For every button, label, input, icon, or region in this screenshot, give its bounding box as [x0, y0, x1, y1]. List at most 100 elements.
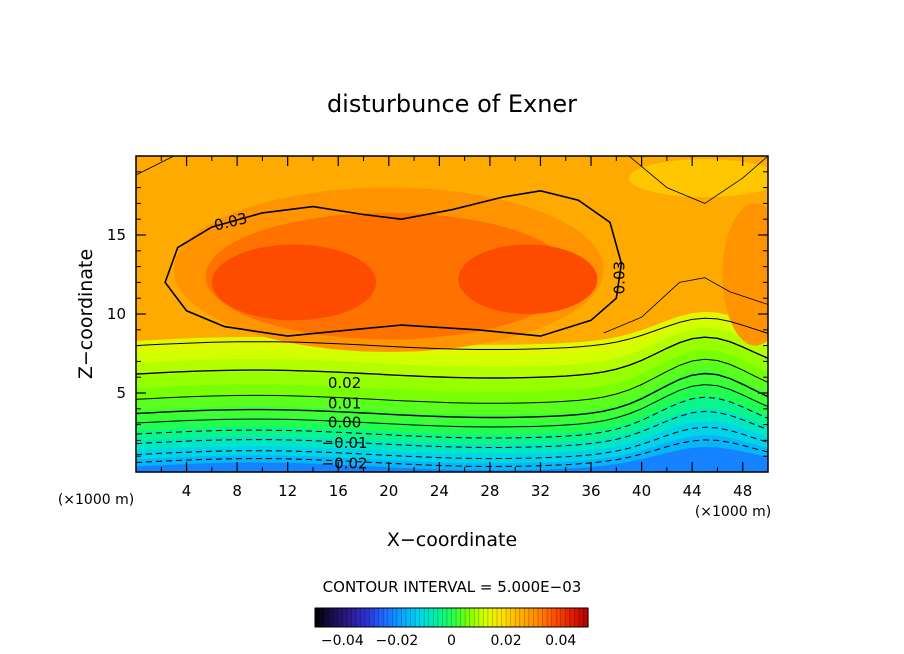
field-core — [628, 159, 768, 198]
contour-interval-note: CONTOUR INTERVAL = 5.000E−03 — [323, 578, 582, 596]
colorbar-cell — [483, 608, 489, 627]
colorbar-cell — [519, 608, 525, 627]
contour-line — [136, 156, 175, 176]
contour-labels: 0.030.030.020.010.00−0.01−0.02 — [212, 209, 628, 472]
colorbar-cell — [369, 608, 375, 627]
contour-label: 0.03 — [611, 261, 629, 294]
colorbar — [314, 608, 589, 627]
contour-line — [136, 439, 768, 468]
y-tick-label: 5 — [116, 384, 126, 402]
contour-line — [136, 358, 768, 404]
colorbar-cell — [560, 608, 566, 627]
colorbar-cell — [433, 608, 439, 627]
colorbar-cell — [383, 608, 389, 627]
colorbar-cell — [469, 608, 475, 627]
colorbar-cell — [460, 608, 466, 627]
x-tick-label: 4 — [182, 482, 192, 500]
colorbar-cell — [342, 608, 348, 627]
colorbar-cell — [465, 608, 471, 627]
colorbar-cell — [319, 608, 325, 627]
colorbar-cell — [442, 608, 448, 627]
x-tick-label: 8 — [232, 482, 242, 500]
x-tick-label: 40 — [632, 482, 651, 500]
colorbar-cell — [451, 608, 457, 627]
colorbar-tick-label: −0.04 — [321, 633, 364, 649]
field-core — [722, 203, 768, 346]
x-tick-label: 44 — [683, 482, 702, 500]
colorbar-cell — [351, 608, 357, 627]
x-axis-label: X−coordinate — [387, 529, 517, 551]
contour-label: −0.02 — [322, 455, 368, 473]
colorbar-cell — [501, 608, 507, 627]
colorbar-cell — [406, 608, 412, 627]
colorbar-cell — [365, 608, 371, 627]
colorbar-frame — [314, 607, 589, 628]
x-tick-label: 28 — [480, 482, 499, 500]
colorbar-cell — [401, 608, 407, 627]
colorbar-cell — [474, 608, 480, 627]
contour-line — [136, 410, 768, 448]
y-tick-label: 15 — [107, 226, 126, 244]
x-tick-label: 36 — [581, 482, 600, 500]
colorbar-cell — [428, 608, 434, 627]
colorbar-cell — [446, 608, 453, 627]
colorbar-cell — [424, 608, 430, 627]
colorbar-cell — [374, 608, 380, 627]
field-core — [211, 244, 377, 321]
x-tick-label: 48 — [733, 482, 752, 500]
contour-line — [136, 317, 768, 350]
colorbar-cell — [492, 608, 498, 627]
colorbar-cell — [324, 608, 330, 627]
colorbar-cell — [528, 608, 534, 627]
contour-field — [136, 156, 768, 472]
colorbar-cell — [410, 608, 416, 627]
colorbar-cell — [456, 608, 462, 627]
colorbar-cell — [510, 608, 516, 627]
colorbar-cell — [392, 608, 398, 627]
x-tick-label: 32 — [531, 482, 550, 500]
contour-line-0-03 — [164, 189, 623, 337]
y-axis-label: Z−coordinate — [75, 249, 97, 379]
contour-label: 0.02 — [328, 374, 361, 392]
colorbar-cell — [547, 608, 553, 627]
colorbar-tick-label: −0.02 — [375, 633, 418, 649]
x-tick-label: 12 — [278, 482, 297, 500]
contour-line — [136, 396, 768, 439]
colorbar-cell — [333, 608, 339, 627]
colorbar-cell — [315, 608, 321, 627]
colorbar-cell — [415, 608, 421, 627]
colorbar-cell — [328, 608, 334, 627]
colorbar-cell — [524, 608, 530, 627]
contour-line — [136, 384, 768, 428]
colorbar-cell — [355, 608, 362, 627]
colorbar-tick-label: 0 — [447, 633, 456, 649]
x-unit-left: (×1000 m) — [58, 492, 134, 508]
colorbar-cell — [551, 608, 557, 627]
colorbar-tick-label: 0.02 — [491, 633, 522, 649]
colorbar-cell — [437, 608, 443, 627]
colorbar-cell — [497, 608, 503, 627]
colorbar-cell — [574, 608, 580, 627]
colorbar-cell — [337, 608, 343, 627]
colorbar-cell — [578, 608, 585, 627]
field-band — [136, 447, 768, 472]
field-core — [458, 244, 598, 314]
x-tick-label: 20 — [379, 482, 398, 500]
colorbar-cell — [542, 608, 548, 627]
colorbar-cell — [478, 608, 484, 627]
contour-line — [136, 426, 768, 460]
contour-line — [136, 336, 768, 379]
contour-line — [628, 156, 768, 204]
contour-line — [603, 277, 768, 334]
chart-title: disturbunce of Exner — [327, 90, 577, 118]
contour-label: 0.01 — [328, 395, 361, 413]
colorbar-cell — [556, 608, 562, 627]
colorbar-cell — [387, 608, 393, 627]
colorbar-cell — [346, 608, 352, 627]
colorbar-tick-label: 0.04 — [545, 633, 576, 649]
contour-line — [136, 372, 768, 419]
contour-lines — [136, 156, 768, 468]
colorbar-cell — [419, 608, 425, 627]
